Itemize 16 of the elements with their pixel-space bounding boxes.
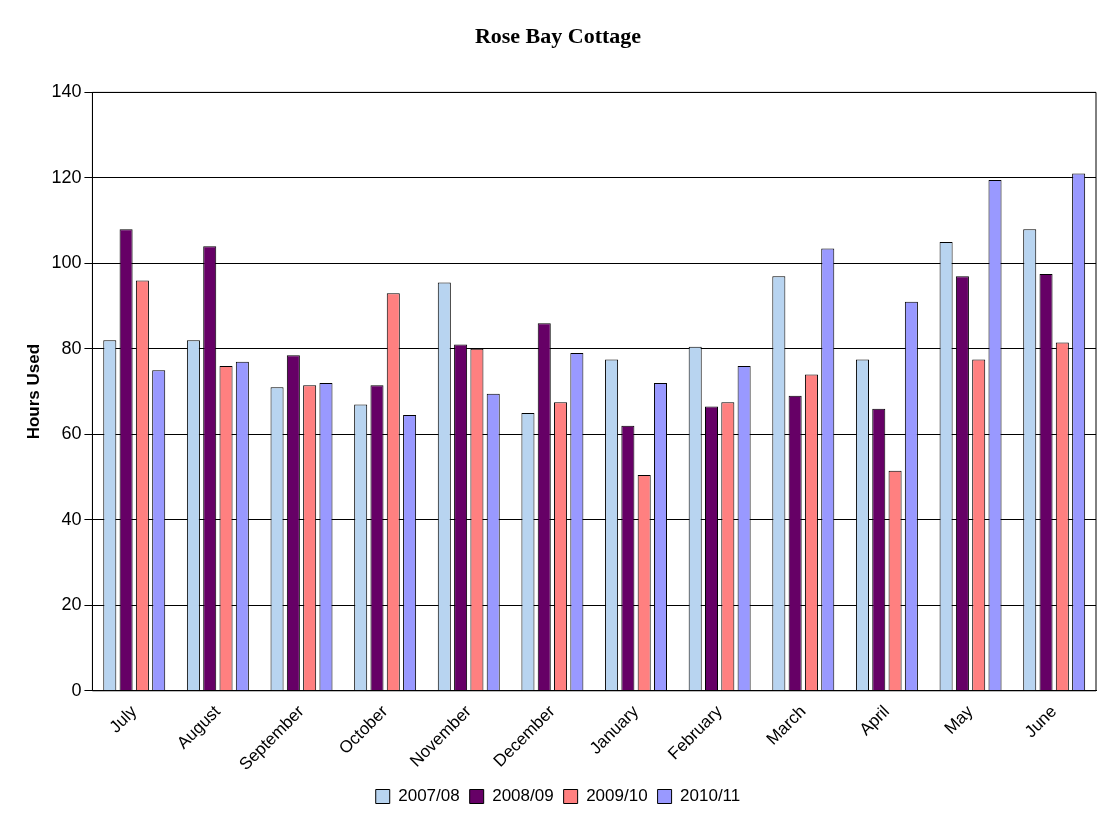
y-tick-label: 40: [61, 508, 82, 529]
y-tick-label: 100: [51, 252, 82, 273]
x-tick-label: May: [940, 701, 978, 738]
y-tick-label: 20: [61, 594, 82, 615]
y-tick-label: 60: [61, 423, 82, 444]
y-tick-label: 120: [51, 166, 82, 187]
legend-label: 2007/08: [398, 786, 460, 806]
legend-label: 2010/11: [680, 786, 741, 806]
y-tick-label: 0: [71, 679, 82, 700]
y-tick-label: 140: [51, 81, 82, 102]
legend-label: 2008/09: [492, 786, 554, 806]
y-tick-label: 80: [61, 337, 82, 358]
y-axis-title: Hours Used: [23, 343, 43, 440]
legend-label: 2009/10: [586, 786, 648, 806]
chart-title: Rose Bay Cottage: [474, 22, 642, 48]
x-tick-label: July: [105, 701, 141, 737]
